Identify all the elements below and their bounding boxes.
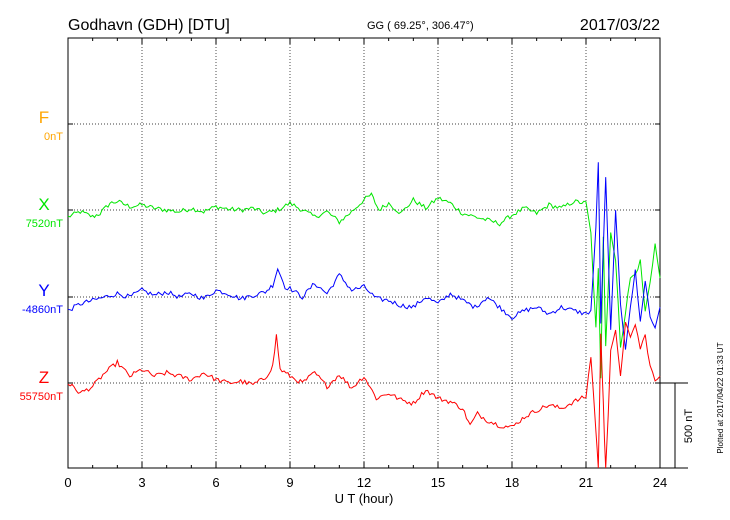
x-tick-label: 6 (212, 475, 219, 490)
x-tick-label: 3 (138, 475, 145, 490)
scale-bar (660, 382, 688, 469)
series-labels: F 0nT X 7520nT Y -4860nT Z 55750nT (20, 108, 64, 403)
series-baseline-z: 55750nT (20, 391, 64, 403)
plot-date: 2017/03/22 (580, 17, 660, 34)
series-baseline-y: -4860nT (22, 304, 63, 316)
tick-marks (67, 38, 661, 468)
grid-lines (68, 38, 660, 468)
series-baseline-f: 0nT (44, 131, 63, 143)
plotted-timestamp: Plotted at 2017/04/22 01:33 UT (716, 342, 725, 453)
series-baseline-x: 7520nT (26, 218, 64, 230)
series-name-z: Z (39, 368, 49, 387)
series-name-x: X (38, 195, 49, 214)
x-tick-label: 18 (505, 475, 519, 490)
series-name-f: F (39, 108, 49, 127)
series-line-z (67, 322, 661, 469)
station-title: Godhavn (GDH) [DTU] (68, 17, 230, 34)
scale-bar-label: 500 nT (683, 409, 695, 444)
x-tick-label: 15 (431, 475, 445, 490)
x-tick-label: 9 (286, 475, 293, 490)
x-axis-label: U T (hour) (335, 491, 394, 506)
x-tick-labels: 0 3 6 9 12 15 18 21 24 (64, 475, 667, 490)
data-curves (67, 162, 661, 469)
station-coords: GG ( 69.25°, 306.47°) (367, 20, 474, 32)
x-tick-label: 12 (357, 475, 371, 490)
series-line-x (67, 192, 661, 379)
x-tick-label: 24 (653, 475, 667, 490)
series-name-y: Y (38, 281, 49, 300)
x-tick-label: 21 (579, 475, 593, 490)
x-tick-label: 0 (64, 475, 71, 490)
series-line-y (67, 162, 661, 350)
plot-frame (67, 37, 661, 469)
